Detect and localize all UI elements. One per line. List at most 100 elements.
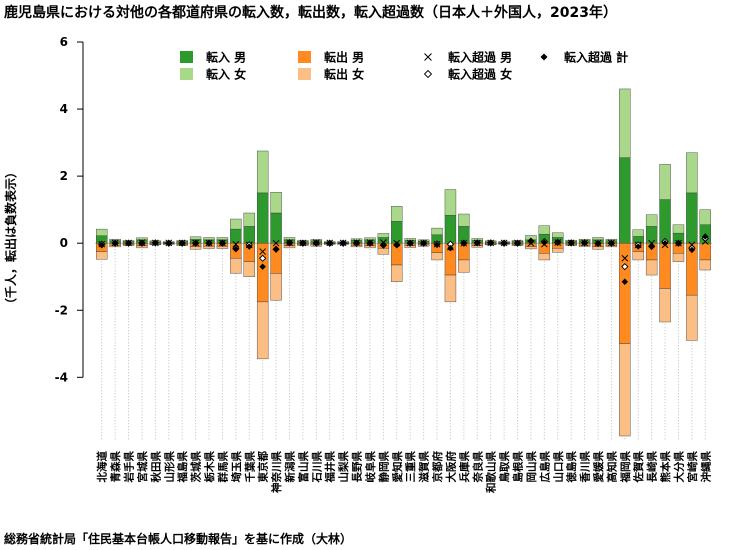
legend-marker-net-male xyxy=(424,53,432,61)
category-label: 岐阜県 xyxy=(364,451,377,483)
bar-in_female xyxy=(592,237,604,241)
net-male-marker xyxy=(259,248,267,255)
category-label: 山形県 xyxy=(163,451,176,483)
net-total-marker xyxy=(353,239,360,246)
bar-out_female xyxy=(391,264,403,282)
category-guides xyxy=(101,243,706,440)
net-female-marker xyxy=(259,254,267,262)
net-total-marker xyxy=(675,239,682,247)
net-total-marker xyxy=(433,241,441,249)
net-total-marker xyxy=(165,239,172,247)
category-label: 沖縄県 xyxy=(699,451,712,483)
net-total-marker xyxy=(138,239,146,246)
y-tick-label: 0 xyxy=(60,236,68,250)
category-label: 京都府 xyxy=(431,451,444,483)
net-total-marker xyxy=(661,239,669,247)
category-label: 神奈川県 xyxy=(270,451,283,493)
bar-out_female xyxy=(552,248,564,253)
net-male-marker xyxy=(232,240,240,248)
bar-out_female xyxy=(632,251,644,261)
net-total-marker xyxy=(567,239,575,246)
category-label: 富山県 xyxy=(297,451,310,483)
category-label: 福井県 xyxy=(324,451,337,484)
legend-marker-net-total xyxy=(540,53,548,61)
legend-label: 転入超過 計 xyxy=(564,50,628,65)
bar-in_female xyxy=(458,213,470,227)
y-tick-label: -2 xyxy=(55,303,68,317)
bar-in_female xyxy=(431,227,443,236)
legend-swatch-in_female xyxy=(180,68,193,80)
net-total-marker xyxy=(232,246,240,253)
chart-caption: 総務省統計局「住民基本台帳人口移動報告」を基に作成（大林） xyxy=(4,532,353,546)
bar-in_male xyxy=(645,226,658,244)
bar-in_female xyxy=(538,225,551,235)
category-label: 奈良県 xyxy=(471,451,484,484)
net-total-marker xyxy=(407,239,414,247)
bar-in_female xyxy=(203,237,215,241)
bars xyxy=(96,88,711,437)
bar-out_female xyxy=(686,294,698,341)
y-axis-label: （千人，転出は負数表示） xyxy=(3,166,18,310)
y-tick-label: 4 xyxy=(60,102,68,116)
bar-in_female xyxy=(672,224,685,234)
legend-label: 転出 女 xyxy=(324,67,364,82)
category-label: 愛媛県 xyxy=(592,451,605,483)
legend-swatch-in_male xyxy=(180,51,193,63)
category-label: 埼玉県 xyxy=(230,451,243,483)
bar-out_female xyxy=(525,246,537,250)
bar-in_female xyxy=(632,229,644,237)
category-label: 石川県 xyxy=(311,451,323,484)
net-total-marker xyxy=(339,239,347,247)
category-label: 兵庫県 xyxy=(458,451,471,483)
bar-in_female xyxy=(243,212,255,227)
bar-in_female xyxy=(216,237,229,241)
category-label: 岩手県 xyxy=(123,451,136,484)
net-total-marker xyxy=(272,246,280,253)
category-label: 山梨県 xyxy=(337,451,350,483)
net-total-marker xyxy=(366,239,374,246)
bar-in_female xyxy=(444,189,457,216)
legend-label: 転入 男 xyxy=(206,50,246,65)
net-total-marker xyxy=(205,239,213,247)
net-total-marker xyxy=(527,237,535,245)
net-total-marker xyxy=(541,239,548,246)
bar-out_female xyxy=(444,274,457,303)
net-total-marker xyxy=(447,245,454,252)
bar-out_female xyxy=(538,253,551,261)
category-label: 熊本県 xyxy=(659,451,672,483)
bar-out_female xyxy=(659,288,671,323)
category-label: 滋賀県 xyxy=(418,451,431,483)
category-label: 群馬県 xyxy=(216,451,229,483)
bar-in_male xyxy=(686,192,698,244)
category-label: 愛知県 xyxy=(391,451,404,483)
net-total-marker xyxy=(648,243,655,250)
net-total-marker xyxy=(393,241,400,249)
category-label: 大分県 xyxy=(672,451,685,483)
net-total-marker xyxy=(259,263,266,270)
category-label: 北海道 xyxy=(96,451,109,483)
category-label: 島根県 xyxy=(512,451,525,483)
category-label: 福島県 xyxy=(176,451,189,484)
bar-in_female xyxy=(659,164,671,200)
bar-in_male xyxy=(270,212,282,244)
bar-in_female xyxy=(96,228,108,237)
bar-out_female xyxy=(645,259,658,276)
category-label: 栃木県 xyxy=(203,451,216,483)
net-markers xyxy=(98,233,709,285)
net-total-marker xyxy=(299,239,307,247)
net-total-marker xyxy=(487,239,494,246)
category-label: 新潟県 xyxy=(283,451,296,483)
bar-out_female xyxy=(96,251,108,260)
category-label: 和歌山県 xyxy=(485,451,498,494)
category-label: 三重県 xyxy=(404,451,417,483)
net-total-marker xyxy=(635,243,642,250)
net-total-marker xyxy=(460,239,468,247)
category-labels: 北海道 青森県 岩手県 宮城県 秋田県 山形県 福島県 茨城県 栃木県 群馬県 埼玉県 千葉県 東京都神… xyxy=(96,451,713,494)
net-female-marker xyxy=(621,263,629,271)
category-label: 東京都 xyxy=(257,451,270,483)
bar-in_male xyxy=(444,215,457,244)
legend-label: 転入超過 女 xyxy=(448,67,512,82)
bar-out_female xyxy=(699,259,711,271)
bar-out_female xyxy=(256,301,269,360)
legend-label: 転入 女 xyxy=(206,67,246,82)
